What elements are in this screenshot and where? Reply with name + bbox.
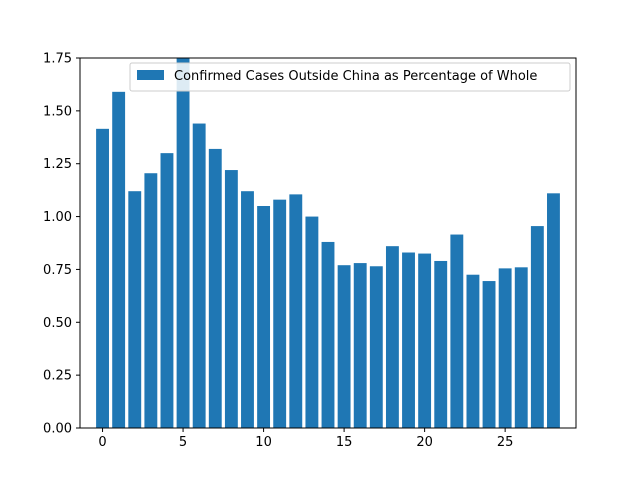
bars-group (96, 58, 560, 429)
bar (257, 206, 271, 428)
bar (192, 123, 206, 429)
bar (241, 191, 254, 428)
bar (402, 252, 415, 428)
legend-label: Confirmed Cases Outside China as Percent… (174, 69, 537, 84)
bar (385, 246, 399, 428)
bar (112, 91, 126, 428)
y-tick-label: 1.00 (43, 210, 72, 225)
y-tick-label: 1.75 (43, 52, 72, 67)
bar (289, 194, 303, 428)
y-axis: 0.00 0.25 0.50 0.75 1.00 1.25 1.50 1.75 (43, 52, 80, 437)
y-tick-label: 1.25 (43, 157, 72, 172)
bar (305, 216, 319, 428)
bar (337, 265, 351, 428)
bar (514, 267, 528, 428)
bar (224, 170, 238, 429)
bar (530, 226, 544, 428)
bar (547, 193, 560, 428)
bar (418, 253, 432, 428)
bar (498, 268, 512, 428)
bar (369, 266, 383, 428)
x-tick-label: 0 (98, 435, 106, 450)
bar (160, 153, 174, 428)
legend-swatch (137, 70, 164, 80)
bar (96, 128, 109, 429)
y-tick-label: 1.50 (43, 104, 72, 119)
y-tick-label: 0.50 (43, 316, 72, 331)
legend: Confirmed Cases Outside China as Percent… (129, 62, 571, 92)
x-tick-label: 15 (336, 435, 353, 450)
bar (321, 241, 335, 428)
y-tick-label: 0.00 (43, 422, 72, 437)
bar (466, 274, 480, 428)
bar (482, 281, 496, 428)
x-tick-label: 25 (497, 435, 514, 450)
x-axis: 0 5 10 15 20 25 (98, 428, 513, 450)
bar (450, 234, 464, 428)
bar (273, 199, 287, 428)
bar (434, 260, 448, 428)
plot-frame (79, 57, 577, 429)
bar (208, 148, 222, 428)
y-tick-label: 0.25 (43, 369, 72, 384)
x-tick-label: 5 (179, 435, 187, 450)
bar (353, 263, 367, 428)
legend-box (129, 62, 571, 92)
y-tick-label: 0.75 (43, 263, 72, 278)
bar (144, 173, 158, 428)
x-tick-label: 10 (255, 435, 272, 450)
x-tick-label: 20 (416, 435, 433, 450)
bar (176, 58, 190, 428)
bar (128, 191, 142, 428)
